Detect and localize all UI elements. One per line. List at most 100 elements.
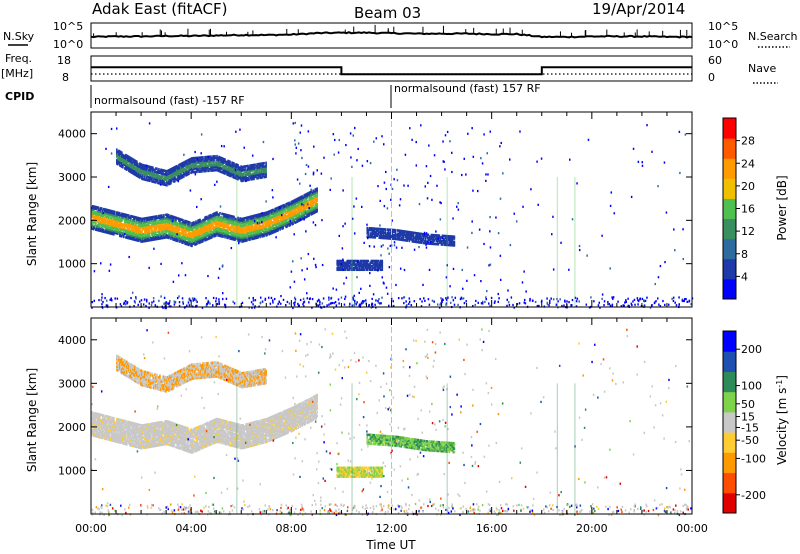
data-cell (183, 229, 185, 233)
data-cell (563, 304, 565, 307)
data-cell (397, 232, 400, 236)
data-cell (381, 227, 384, 231)
data-cell (429, 242, 432, 245)
data-cell (266, 225, 268, 228)
data-cell (196, 233, 198, 237)
data-cell (133, 232, 135, 236)
data-cell (223, 164, 225, 168)
data-cell (181, 237, 183, 241)
data-cell (248, 215, 250, 219)
data-cell (204, 238, 206, 242)
data-cell (566, 300, 568, 303)
data-cell (116, 225, 118, 228)
data-cell (142, 165, 144, 169)
data-cell (194, 165, 196, 169)
data-cell (268, 213, 270, 217)
data-cell (168, 222, 170, 226)
nsky-strip-frame (90, 22, 693, 49)
data-cell (298, 207, 300, 210)
data-cell (108, 214, 110, 217)
data-cell (227, 222, 229, 226)
data-cell (256, 170, 258, 173)
data-cell (674, 301, 676, 304)
data-cell (338, 268, 341, 272)
data-cell (258, 169, 260, 173)
data-cell (197, 156, 199, 160)
data-cell (106, 210, 108, 213)
data-cell (148, 228, 150, 232)
data-cell (392, 228, 395, 232)
data-cell (405, 300, 407, 303)
data-cell (233, 236, 235, 240)
data-cell (255, 170, 257, 173)
data-cell (191, 158, 193, 162)
data-cell (245, 225, 247, 228)
data-cell (99, 208, 101, 212)
data-cell (129, 166, 131, 170)
data-cell (266, 230, 268, 233)
data-cell (359, 303, 362, 306)
data-cell (94, 205, 96, 209)
data-cell (337, 151, 340, 154)
data-cell (166, 182, 168, 185)
data-cell (450, 235, 453, 238)
data-cell (193, 298, 195, 301)
data-cell (197, 158, 199, 161)
data-cell (266, 216, 268, 220)
data-cell (213, 162, 215, 165)
data-cell (246, 232, 248, 235)
data-cell (102, 230, 104, 233)
data-cell (219, 170, 221, 173)
data-cell (418, 245, 420, 249)
data-cell (337, 298, 340, 301)
data-cell (192, 299, 195, 302)
data-cell (373, 234, 376, 237)
data-cell (186, 235, 188, 239)
data-cell (293, 206, 295, 209)
data-cell (147, 235, 149, 239)
data-cell (286, 218, 288, 221)
data-cell (151, 217, 153, 221)
data-cell (128, 164, 130, 167)
data-cell (167, 218, 169, 222)
data-cell (119, 158, 121, 162)
data-cell (263, 217, 265, 220)
data-cell (407, 234, 410, 237)
data-cell (298, 196, 300, 200)
data-cell (169, 216, 171, 219)
data-cell (401, 233, 404, 236)
data-cell (394, 232, 397, 235)
data-cell (344, 261, 347, 265)
data-cell (349, 266, 352, 270)
data-cell (235, 221, 237, 224)
data-cell (232, 163, 234, 167)
data-cell (133, 160, 135, 164)
data-cell (246, 168, 248, 171)
data-cell (130, 233, 132, 237)
data-cell (403, 238, 406, 242)
data-cell (304, 205, 306, 209)
data-cell (226, 232, 228, 236)
data-cell (206, 167, 208, 171)
data-cell (274, 226, 276, 230)
data-cell (155, 223, 157, 227)
data-cell (123, 213, 125, 216)
data-cell (287, 205, 289, 209)
data-cell (305, 230, 307, 233)
data-cell (261, 174, 263, 177)
data-cell (206, 166, 208, 169)
data-cell (262, 233, 264, 236)
data-cell (237, 228, 239, 232)
data-cell (131, 220, 133, 223)
data-cell (170, 228, 172, 232)
data-cell (226, 222, 228, 226)
data-cell (235, 166, 237, 170)
data-cell (337, 263, 340, 266)
data-cell (166, 235, 168, 239)
data-cell (173, 231, 175, 235)
data-cell (102, 216, 104, 219)
data-cell (206, 229, 208, 233)
data-cell (235, 170, 237, 173)
data-cell (213, 228, 215, 231)
data-cell (265, 223, 267, 227)
